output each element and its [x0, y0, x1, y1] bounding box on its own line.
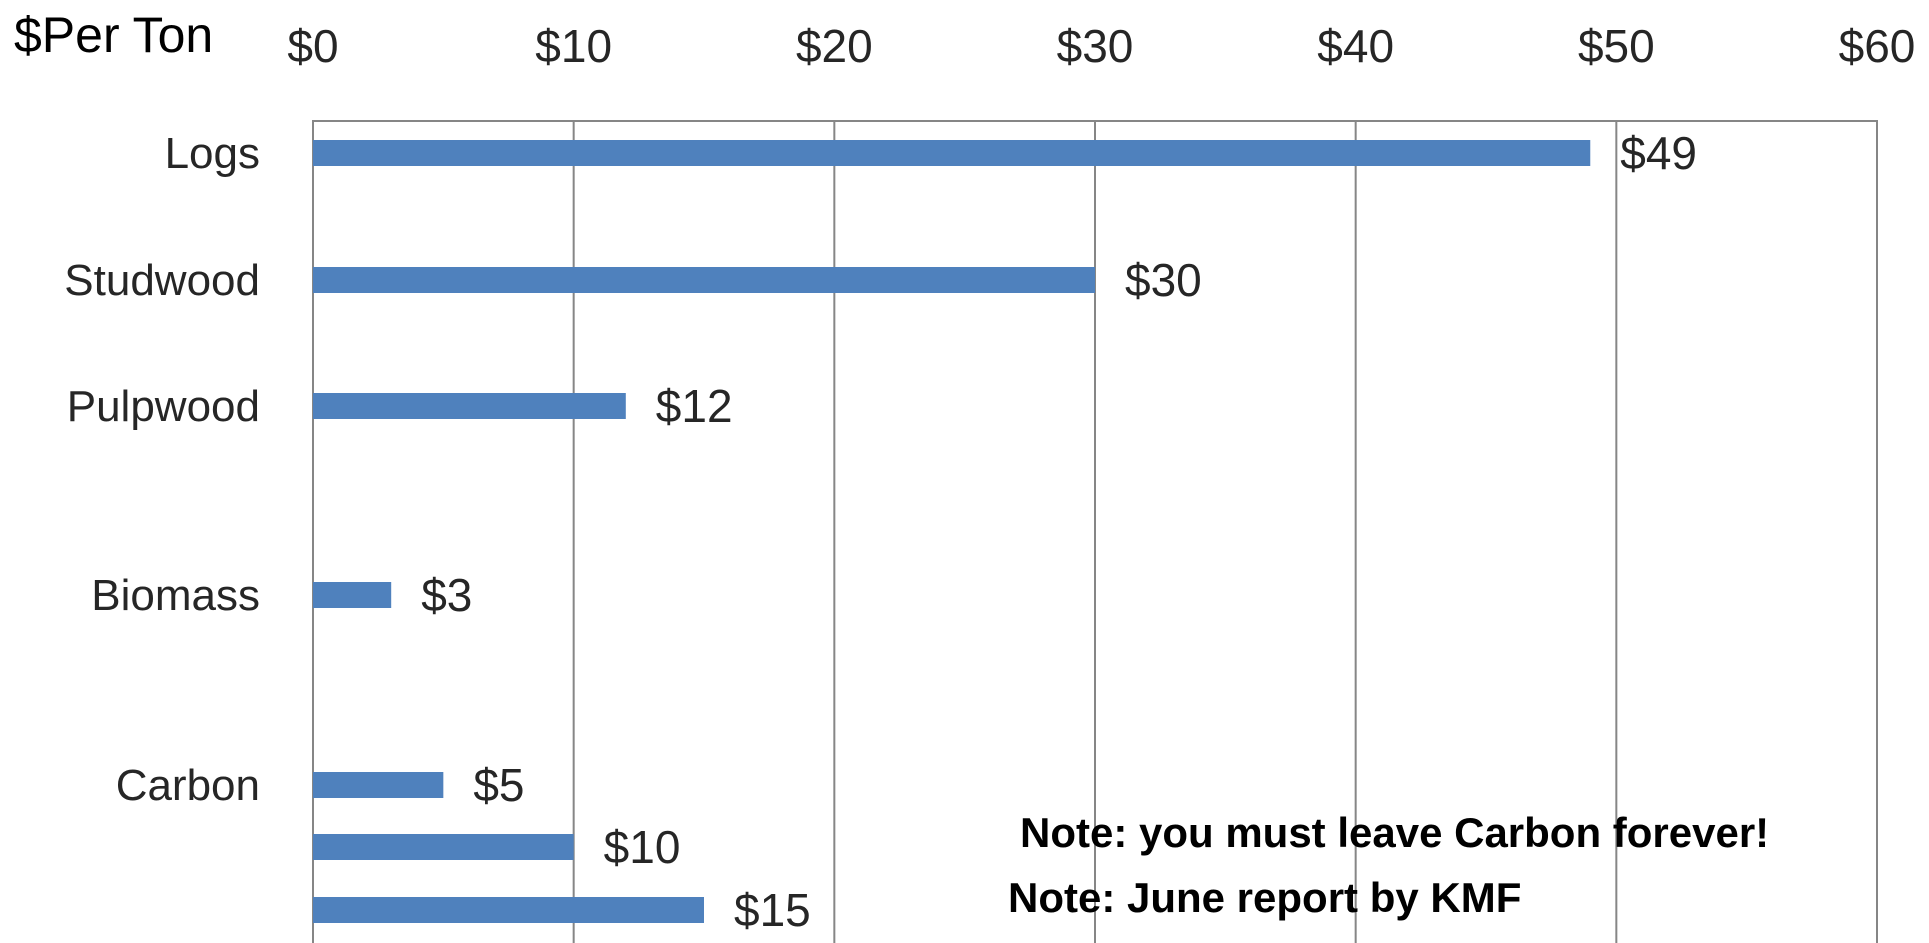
- bar: [313, 140, 1591, 166]
- category-label: Logs: [165, 129, 260, 178]
- chart-title: $Per Ton: [14, 7, 213, 63]
- bar: [313, 267, 1095, 293]
- category-label: Biomass: [91, 571, 260, 620]
- data-label: $30: [1125, 254, 1202, 306]
- data-label: $3: [421, 569, 472, 621]
- bar: [313, 582, 392, 608]
- bar: [313, 834, 574, 860]
- data-label: $15: [734, 884, 811, 936]
- x-tick-label: $20: [796, 20, 873, 72]
- x-tick-label: $10: [535, 20, 612, 72]
- x-tick-label: $30: [1057, 20, 1134, 72]
- x-tick-label: $40: [1317, 20, 1394, 72]
- category-label: Carbon: [116, 761, 260, 810]
- data-label: $49: [1620, 127, 1697, 179]
- data-label: $5: [473, 759, 524, 811]
- x-tick-label: $0: [287, 20, 338, 72]
- annotation-note: Note: June report by KMF: [1008, 874, 1521, 921]
- annotation-note: Note: you must leave Carbon forever!: [1020, 809, 1769, 856]
- x-tick-label: $50: [1578, 20, 1655, 72]
- category-label: Pulpwood: [67, 382, 260, 431]
- x-tick-label: $60: [1839, 20, 1916, 72]
- bar: [313, 393, 626, 419]
- category-label: Studwood: [64, 256, 260, 305]
- bar: [313, 772, 444, 798]
- bar: [313, 897, 704, 923]
- data-label: $12: [656, 380, 733, 432]
- data-label: $10: [604, 821, 681, 873]
